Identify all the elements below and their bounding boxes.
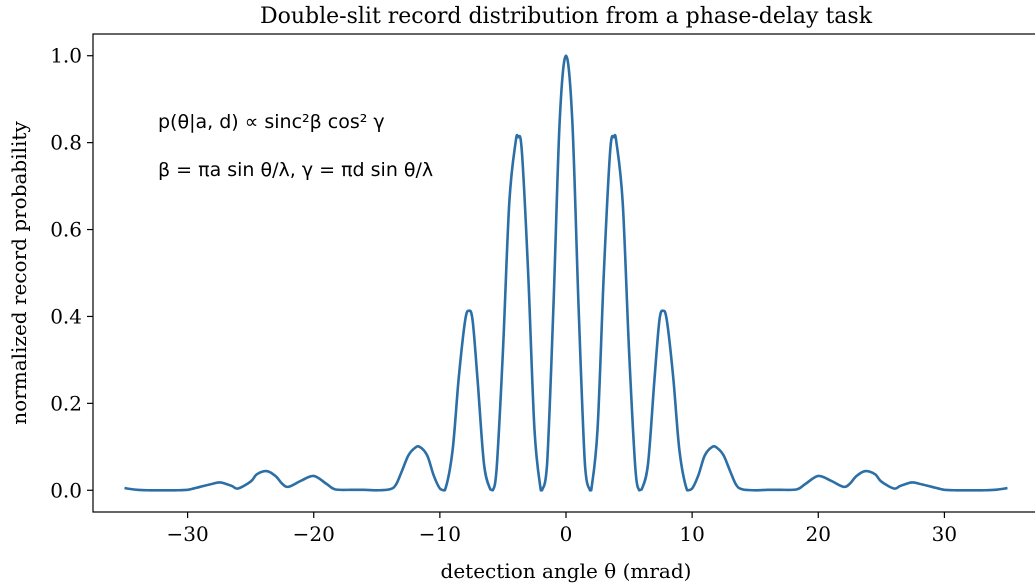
y-tick-label: 0.2 [50,391,82,415]
chart-title: Double-slit record distribution from a p… [260,4,873,29]
plot-frame [92,33,1035,513]
y-axis: 0.0 0.2 0.4 0.6 0.8 1.0 [50,44,93,502]
x-tick-label: 20 [806,522,831,546]
y-tick-label: 0.8 [50,131,82,155]
x-tick-label: 0 [560,522,573,546]
series-line [124,54,1008,492]
x-axis-label: detection angle θ (mrad) [441,559,692,583]
annotation-definitions: β = πa sin θ/λ, γ = πd sin θ/λ [158,159,433,181]
x-tick-label: −30 [166,522,208,546]
y-tick-label: 1.0 [50,44,82,68]
series-layer [124,54,1008,492]
x-axis: −30 −20 −10 0 10 20 30 [166,512,957,546]
y-tick-label: 0.0 [50,478,82,502]
x-tick-label: 30 [932,522,957,546]
plot-area-border [92,33,1035,513]
y-tick-label: 0.4 [50,304,82,328]
x-tick-label: −20 [293,522,335,546]
y-tick-label: 0.6 [50,218,82,242]
x-tick-label: 10 [679,522,704,546]
annotation-formula: p(θ|a, d) ∝ sinc²β cos² γ [158,111,385,133]
y-axis-label: normalized record probability [7,121,31,425]
x-tick-label: −10 [419,522,461,546]
